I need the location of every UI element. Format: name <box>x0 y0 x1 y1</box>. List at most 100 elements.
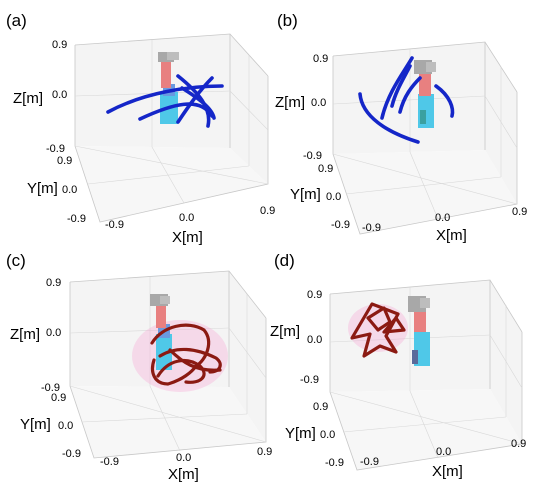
panel-d: (d) 0.9 0.0 -0.9 Z[m] 0.9 0.0 -0.9 Y[m] … <box>270 251 526 480</box>
x-tick-mid: 0.0 <box>435 212 450 224</box>
robot-joint-lower <box>420 110 426 124</box>
robot-arm <box>414 60 436 128</box>
grid-line <box>342 416 507 433</box>
x-tick-right: 0.9 <box>512 206 527 218</box>
y-axis-label: Y[m] <box>290 186 321 203</box>
robot-joint-lower <box>412 350 418 364</box>
z-axis-label: Z[m] <box>275 94 305 111</box>
trajectory-loop <box>366 306 392 332</box>
z-tick-bottom: -0.9 <box>41 382 60 394</box>
panel-b: (b) 0.9 0.0 -0.9 Z[m] 0.9 0.0 -0.9 Y[m] … <box>275 11 527 244</box>
trajectory <box>350 302 406 358</box>
panel-label: (c) <box>6 251 26 270</box>
y-tick-top: 0.9 <box>313 401 328 413</box>
trajectory-arc <box>180 86 216 120</box>
robot-link <box>419 74 431 96</box>
grid-line <box>332 95 486 105</box>
trajectory-arc <box>106 84 224 114</box>
robot-effector <box>420 298 430 308</box>
trajectory <box>150 323 222 386</box>
floor <box>70 386 266 458</box>
x-tick-mid: 0.0 <box>436 446 451 458</box>
back-wall <box>75 34 230 148</box>
grid-line <box>69 385 267 443</box>
x-axis-label: X[m] <box>168 466 199 483</box>
floor <box>75 146 268 222</box>
panel-label: (b) <box>277 11 298 30</box>
y-tick-top: 0.9 <box>51 392 66 404</box>
z-tick-top: 0.9 <box>46 277 61 289</box>
trajectory <box>358 56 455 144</box>
floor <box>333 150 517 234</box>
z-tick-top: 0.9 <box>52 39 67 51</box>
y-tick-bottom: -0.9 <box>62 448 81 460</box>
panel-a: (a) 0.9 0.0 -0.9 Z[m] 0.9 0.0 -0.9 Y[m] … <box>6 11 275 246</box>
z-tick-top: 0.9 <box>313 53 328 65</box>
trajectory-arc <box>380 56 414 120</box>
robot-link <box>414 312 426 332</box>
z-tick-bottom: -0.9 <box>300 374 319 386</box>
grid-line <box>149 385 181 452</box>
trajectory-loop <box>150 358 198 386</box>
x-tick-left: -0.9 <box>362 222 381 234</box>
back-wall <box>333 42 485 154</box>
z-tick-mid: 0.0 <box>46 327 61 339</box>
y-tick-top: 0.9 <box>318 163 333 175</box>
z-tick-mid: 0.0 <box>311 97 326 109</box>
grid-line <box>329 391 523 445</box>
trajectory-arc <box>434 84 455 118</box>
y-axis-label: Y[m] <box>285 425 316 442</box>
x-tick-right: 0.9 <box>260 205 275 217</box>
robot-effector <box>426 62 436 72</box>
y-tick-mid: 0.0 <box>62 184 77 196</box>
y-tick-mid: 0.0 <box>320 429 335 441</box>
y-tick-mid: 0.0 <box>326 191 341 203</box>
x-tick-left: -0.9 <box>360 456 379 468</box>
trajectory-arc <box>390 64 412 108</box>
back-wall <box>70 271 229 387</box>
trajectory-loop <box>156 358 206 384</box>
z-axis-label: Z[m] <box>13 90 43 107</box>
z-tick-mid: 0.0 <box>307 334 322 346</box>
robot-arm <box>408 296 430 366</box>
z-tick-bottom: -0.9 <box>303 150 322 162</box>
z-axis-label: Z[m] <box>270 323 300 340</box>
z-tick-mid: 0.0 <box>52 89 67 101</box>
y-tick-bottom: -0.9 <box>331 219 350 231</box>
y-tick-top: 0.9 <box>57 155 72 167</box>
z-tick-bottom: -0.9 <box>46 143 65 155</box>
trajectory-arc <box>398 76 422 114</box>
grid-line <box>345 176 502 195</box>
x-tick-mid: 0.0 <box>179 212 194 224</box>
robot-link <box>161 62 171 88</box>
trajectory-arc <box>358 92 420 144</box>
x-axis-label: X[m] <box>432 463 463 480</box>
x-tick-mid: 0.0 <box>176 452 191 464</box>
grid-line <box>87 165 250 185</box>
trajectory-loop <box>382 316 406 334</box>
y-tick-bottom: -0.9 <box>67 213 86 225</box>
panel-label: (a) <box>6 11 27 30</box>
side-wall <box>229 271 266 442</box>
robot-effector <box>167 52 179 60</box>
robot-joint-upper <box>158 52 174 62</box>
grid-line <box>74 145 269 185</box>
frame-outer <box>74 45 269 223</box>
trajectory <box>106 74 224 128</box>
grid-line <box>81 413 248 423</box>
y-tick-bottom: -0.9 <box>325 457 344 469</box>
robot-effector <box>160 296 170 304</box>
panel-label: (d) <box>274 251 295 270</box>
x-tick-left: -0.9 <box>100 456 119 468</box>
x-tick-right: 0.9 <box>511 438 526 450</box>
x-axis-label: X[m] <box>436 227 467 244</box>
frame-outer <box>329 294 523 471</box>
frame-outer <box>332 56 518 235</box>
panel-c: (c) 0.9 0.0 -0.9 Z[m] 0.9 0.0 -0.9 Y[m] … <box>6 251 272 483</box>
grid-line <box>228 327 267 379</box>
z-tick-top: 0.9 <box>307 289 322 301</box>
x-axis-label: X[m] <box>172 229 203 246</box>
trajectory-loop <box>168 348 222 372</box>
trajectory-loop <box>150 323 211 368</box>
